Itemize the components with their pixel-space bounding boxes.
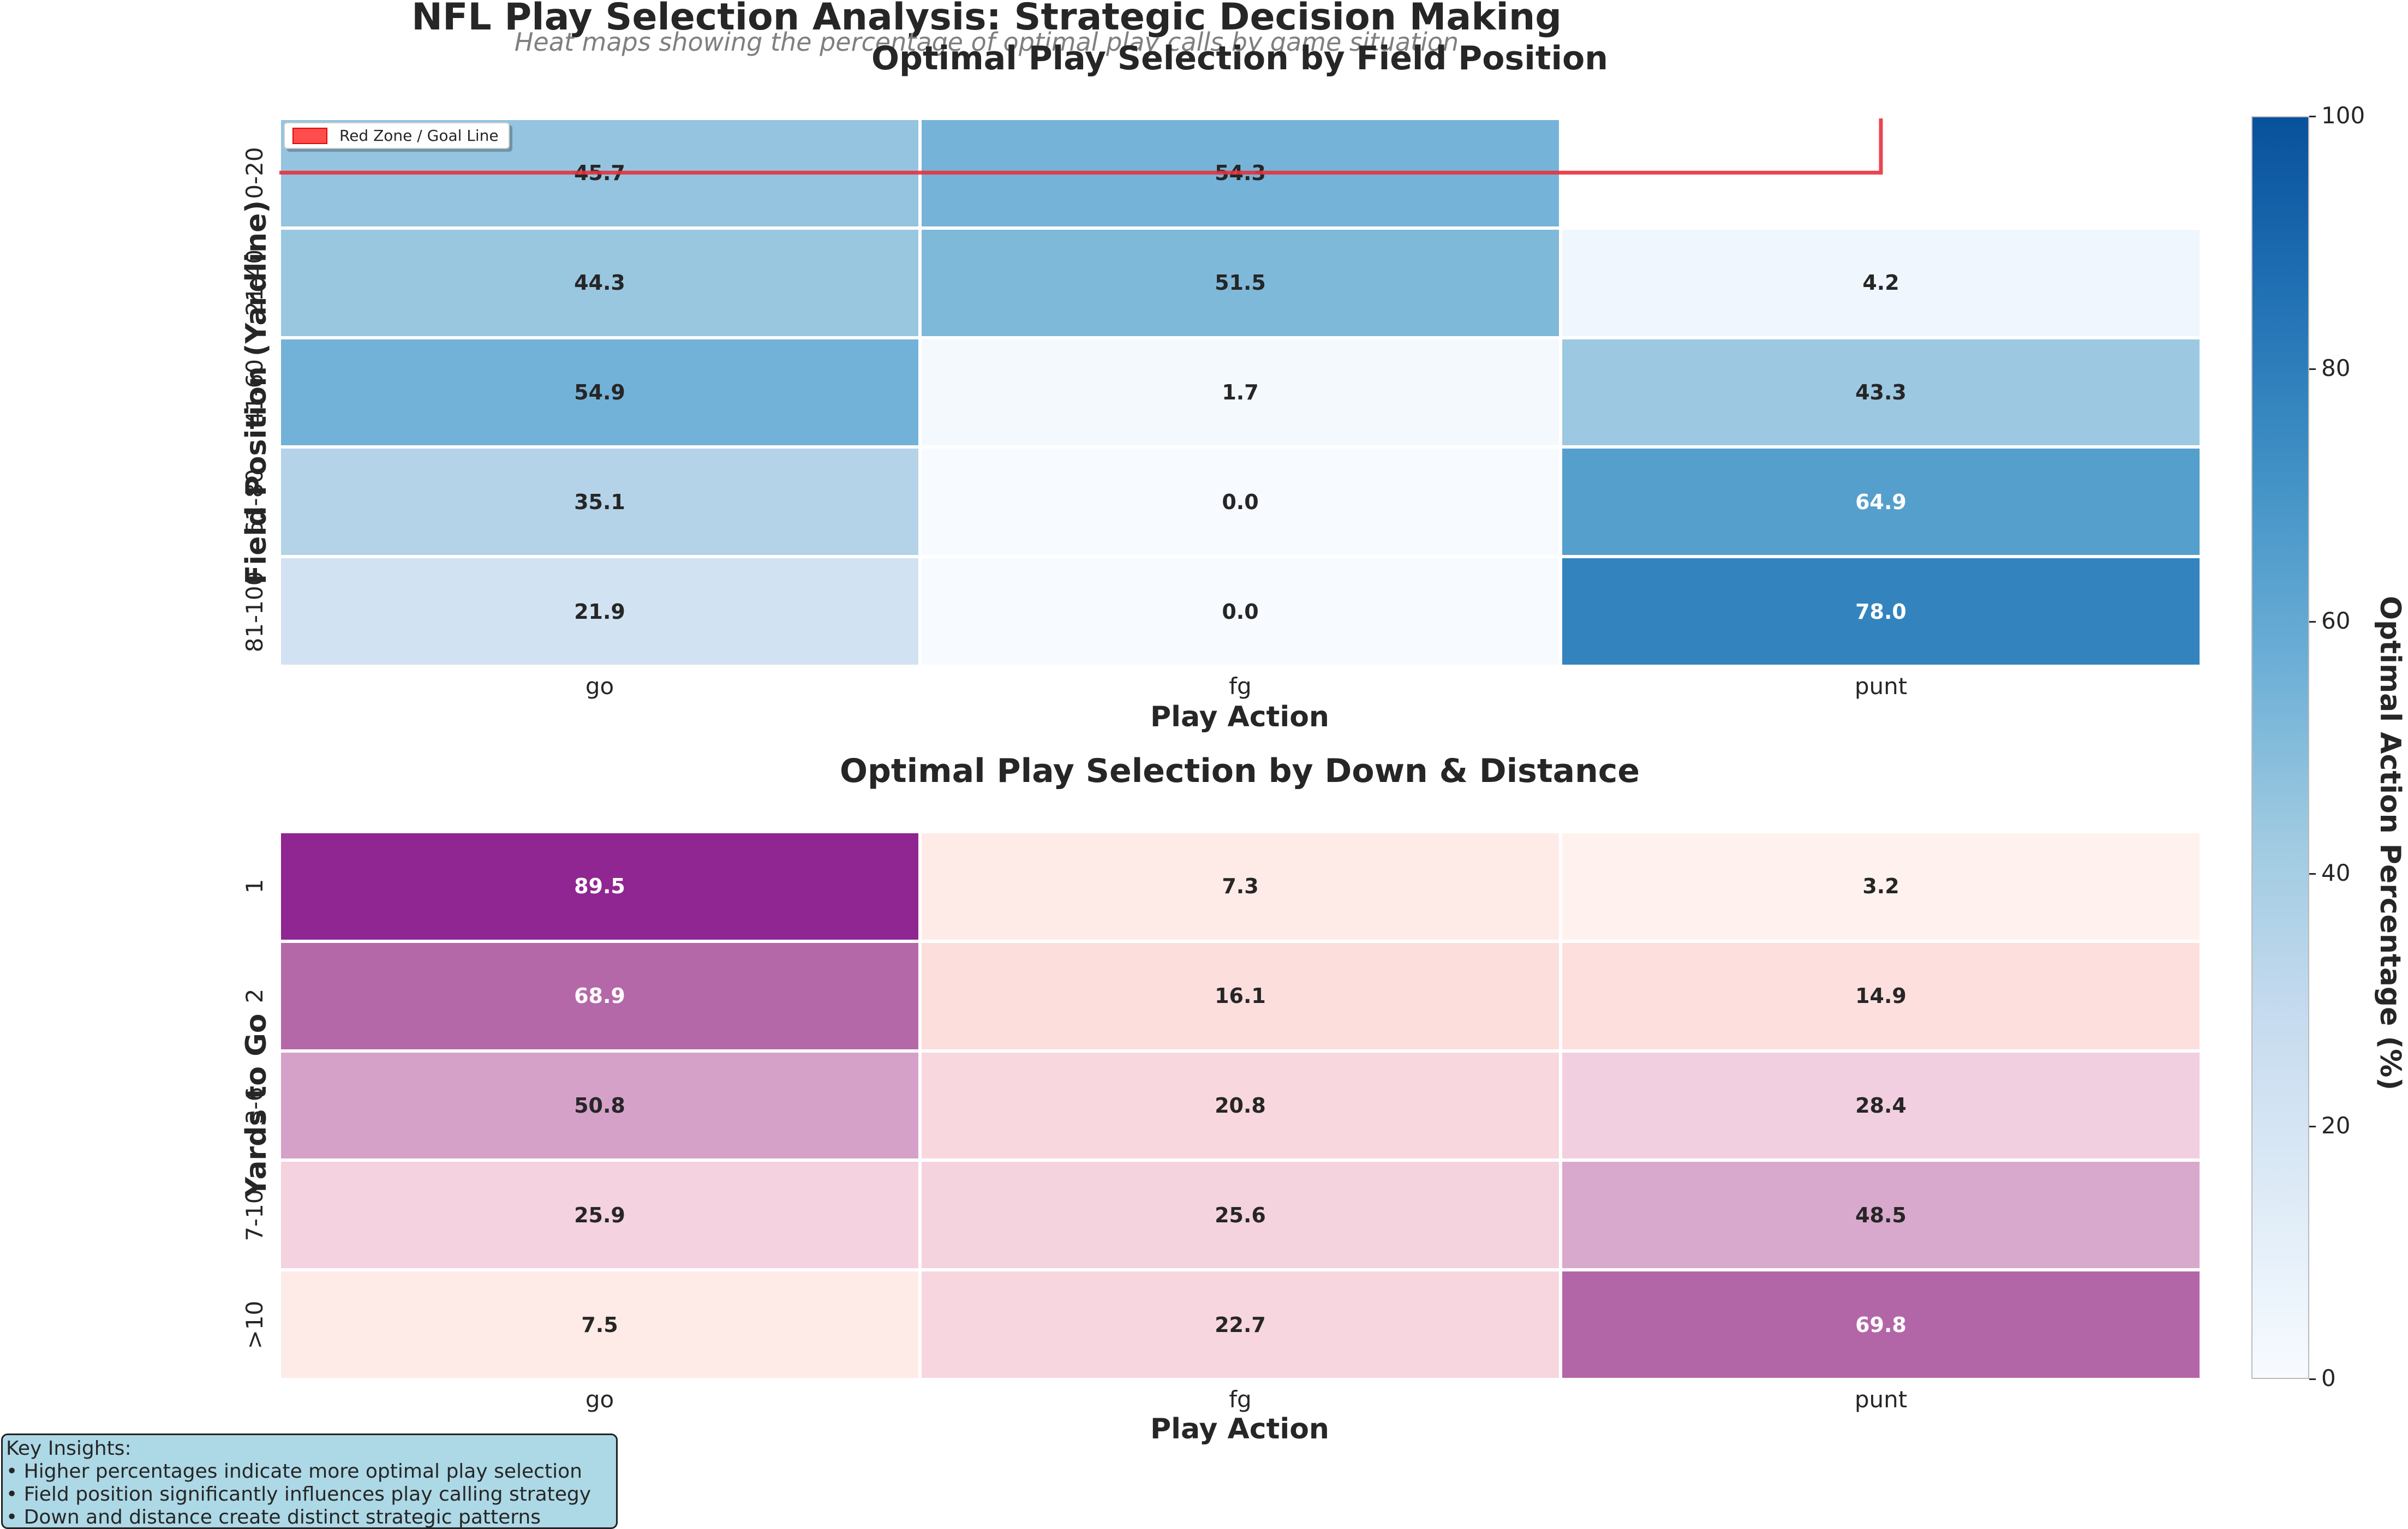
y-tick-label: 2 (241, 988, 268, 1004)
down-distance-y-label: Yards to Go (240, 1013, 273, 1198)
heatmap-cell: 1.7 (920, 337, 1561, 447)
field-position-x-label: Play Action (1150, 701, 1329, 733)
heatmap-cell: 14.9 (1561, 941, 2201, 1051)
heatmap-cell: 43.3 (1561, 337, 2201, 447)
insights-heading: Key Insights: (6, 1437, 132, 1460)
key-insights-box: Key Insights: • Higher percentages indic… (1, 1434, 618, 1529)
colorbar-tick-label: 40 (2321, 859, 2351, 887)
heatmap-cell: 54.9 (279, 337, 920, 447)
heatmap-cell: 28.4 (1561, 1050, 2201, 1161)
x-tick-label: go (585, 673, 614, 700)
heatmap-cell: 0.0 (920, 447, 1561, 557)
y-tick-label: 0-20 (241, 147, 268, 200)
down-distance-heatmap: 89.5 7.3 3.2 68.9 16.1 14.9 50.8 20.8 28.4 25.9 25… (279, 832, 2201, 1379)
x-tick-label: go (585, 1386, 614, 1413)
colorbar-tick-mark (2309, 368, 2316, 370)
field-position-y-label: Field Position (Yardline) (240, 200, 273, 585)
insight-item: • Higher percentages indicate more optim… (6, 1460, 582, 1483)
heatmap-cell: 50.8 (279, 1050, 920, 1161)
heatmap-cell: 7.3 (920, 832, 1561, 941)
colorbar-tick-label: 60 (2321, 607, 2351, 634)
colorbar-label: Optimal Action Percentage (%) (2374, 595, 2406, 1091)
legend-label: Red Zone / Goal Line (339, 127, 499, 145)
heatmap-cell: 21.9 (279, 557, 920, 666)
heatmap-cell: 35.1 (279, 447, 920, 557)
y-tick-label: >10 (241, 1300, 268, 1349)
colorbar-tick-mark (2309, 1378, 2316, 1380)
colorbar-tick-mark (2309, 1126, 2316, 1128)
colorbar-tick-mark (2309, 116, 2316, 117)
colorbar (2251, 116, 2309, 1379)
heatmap-cell: 51.5 (920, 228, 1561, 338)
insight-item: • Down and distance create distinct stra… (6, 1506, 541, 1528)
field-position-title: Optimal Play Selection by Field Position (871, 39, 1608, 77)
colorbar-tick-label: 0 (2321, 1365, 2336, 1391)
heatmap-cell: 78.0 (1561, 557, 2201, 666)
figure-title: NFL Play Selection Analysis: Strategic D… (411, 0, 1562, 39)
heatmap-cell: 22.7 (920, 1270, 1561, 1379)
heatmap-cell: 16.1 (920, 941, 1561, 1051)
x-tick-label: punt (1854, 1386, 1908, 1413)
colorbar-tick-label: 100 (2321, 102, 2365, 129)
heatmap-cell: 20.8 (920, 1050, 1561, 1161)
heatmap-cell: 69.8 (1561, 1270, 2201, 1379)
heatmap-cell: 3.2 (1561, 832, 2201, 941)
down-distance-title: Optimal Play Selection by Down & Distanc… (839, 752, 1640, 790)
colorbar-tick-label: 80 (2321, 354, 2351, 381)
y-tick-label: 1 (241, 879, 268, 894)
heatmap-cell: 44.3 (279, 228, 920, 338)
heatmap-cell: 0.0 (920, 557, 1561, 666)
figure-subtitle: Heat maps showing the percentage of opti… (514, 27, 1459, 57)
heatmap-cell: 89.5 (279, 832, 920, 941)
red-zone-line (279, 118, 1883, 175)
x-tick-label: fg (1229, 1386, 1252, 1413)
heatmap-cell: 7.5 (279, 1270, 920, 1379)
heatmap-cell: 64.9 (1561, 447, 2201, 557)
heatmap-cell: 4.2 (1561, 228, 2201, 338)
heatmap-cell: 48.5 (1561, 1160, 2201, 1270)
colorbar-tick-mark (2309, 873, 2316, 875)
heatmap-cell: 25.6 (920, 1160, 1561, 1270)
colorbar-tick-mark (2309, 620, 2316, 623)
red-zone-legend: Red Zone / Goal Line (284, 122, 510, 149)
colorbar-tick-label: 20 (2321, 1112, 2351, 1139)
x-tick-label: fg (1229, 673, 1252, 700)
heatmap-cell: 25.9 (279, 1160, 920, 1270)
legend-swatch (292, 127, 327, 144)
down-distance-x-label: Play Action (1150, 1413, 1329, 1446)
x-tick-label: punt (1854, 673, 1908, 700)
heatmap-cell: 68.9 (279, 941, 920, 1051)
insight-item: • Field position significantly influence… (6, 1483, 591, 1506)
